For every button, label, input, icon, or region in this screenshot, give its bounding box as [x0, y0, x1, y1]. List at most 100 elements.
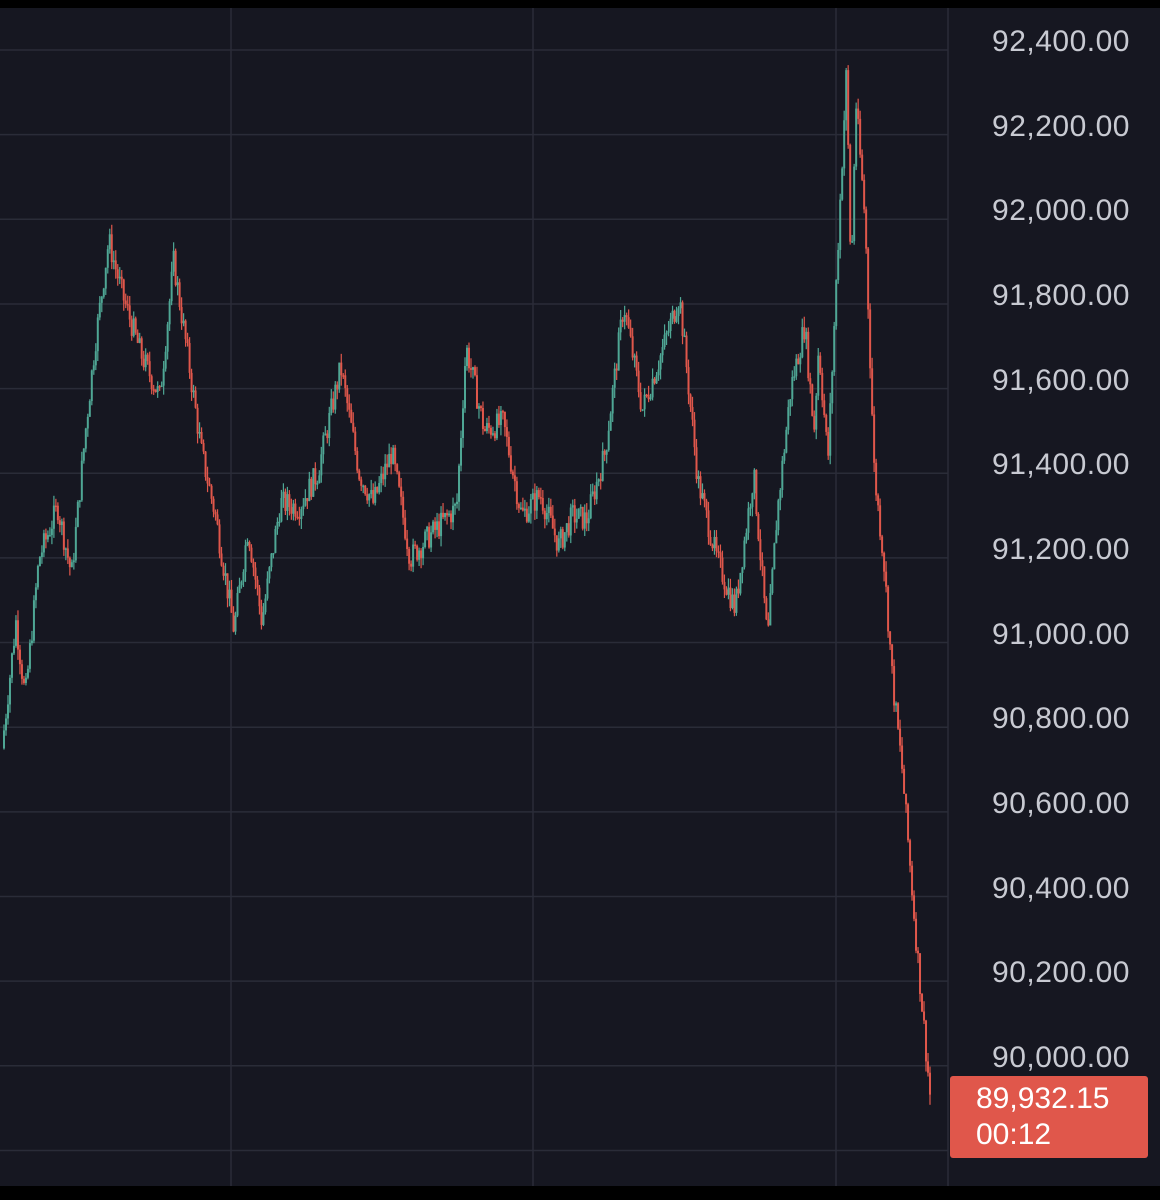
candle-body — [487, 423, 490, 428]
candle-body — [262, 612, 265, 625]
candle-body — [156, 386, 159, 393]
candle-body — [557, 538, 560, 551]
candle-body — [152, 389, 155, 391]
candle-body — [446, 513, 449, 516]
candle-body — [681, 302, 684, 336]
candle-body — [617, 332, 620, 371]
chart-panel[interactable]: 92,400.00 92,200.00 92,000.00 91,800.00 91,6… — [0, 8, 1160, 1186]
candle-body — [561, 529, 564, 548]
candle-body — [505, 427, 508, 437]
candle-body — [513, 475, 516, 482]
candle-body — [917, 950, 920, 954]
candle-body — [46, 535, 49, 540]
candle-body — [875, 462, 878, 496]
candle-body — [535, 490, 538, 511]
candle-body — [825, 415, 828, 432]
candle-body — [386, 463, 389, 468]
candle-body — [761, 560, 764, 567]
candle-body — [921, 994, 924, 1012]
candle-body — [454, 504, 457, 506]
candle-body — [911, 865, 914, 896]
candle-body — [503, 411, 506, 428]
candle-body — [120, 276, 123, 280]
candle-body — [312, 468, 315, 497]
candle-body — [296, 516, 299, 519]
candle-body — [70, 562, 73, 568]
candle-body — [915, 918, 918, 951]
candle-body — [555, 535, 558, 551]
candle-body — [595, 481, 598, 500]
candle-body — [507, 436, 510, 456]
candle-body — [551, 515, 554, 529]
candle-body — [465, 347, 468, 367]
candle-body — [396, 464, 399, 473]
candle-body — [252, 561, 255, 568]
candle-body — [420, 550, 423, 559]
candle-body — [206, 477, 209, 484]
candle-body — [138, 338, 141, 343]
candle-body — [867, 248, 870, 310]
candle-body — [923, 1011, 926, 1021]
candle-body — [781, 460, 784, 491]
candle-body — [272, 552, 275, 555]
candle-body — [72, 560, 75, 563]
candle-body — [176, 282, 179, 286]
candle-body — [32, 600, 35, 641]
candle-body — [134, 318, 137, 333]
candle-body — [354, 431, 357, 451]
candle-body — [701, 493, 704, 499]
candle-body — [475, 375, 478, 409]
price-tick-label: 91,800.00 — [992, 278, 1130, 312]
candle-body — [162, 368, 165, 386]
candle-body — [661, 347, 664, 356]
grid — [0, 8, 949, 1186]
candle-body — [893, 666, 896, 706]
candle-body — [188, 343, 191, 373]
candle-body — [98, 302, 101, 318]
candle-body — [491, 433, 494, 435]
candle-body — [675, 316, 678, 322]
candle-body — [929, 1072, 931, 1095]
candle-body — [605, 450, 608, 455]
candle-body — [559, 529, 562, 539]
candle-body — [593, 491, 596, 500]
candle-body — [733, 594, 736, 613]
candle-body — [719, 552, 722, 558]
candle-body — [356, 450, 359, 471]
candle-body — [729, 587, 732, 608]
candle-body — [384, 463, 387, 480]
candle-body — [140, 338, 143, 359]
candle-body — [599, 479, 602, 481]
candles — [2, 65, 931, 1105]
candle-body — [248, 541, 251, 548]
candle-body — [14, 620, 17, 646]
price-tick-label: 90,600.00 — [992, 786, 1130, 820]
candle-body — [426, 526, 429, 532]
candle-body — [671, 310, 674, 319]
candle-body — [192, 390, 195, 393]
price-tick-label: 90,400.00 — [992, 871, 1130, 905]
candle-body — [811, 384, 814, 416]
candle-body — [891, 644, 894, 667]
candle-body — [609, 413, 612, 431]
candle-body — [497, 413, 500, 425]
candlestick-chart[interactable] — [0, 8, 1160, 1186]
candle-body — [36, 566, 39, 588]
candle-body — [801, 327, 804, 358]
candle-body — [881, 536, 884, 553]
candle-body — [607, 430, 610, 451]
candle-body — [509, 455, 512, 472]
candle-body — [813, 415, 816, 430]
candle-body — [879, 505, 882, 537]
candle-body — [895, 703, 898, 706]
candle-body — [310, 478, 313, 497]
candle-body — [22, 678, 25, 683]
candle-body — [723, 581, 726, 590]
candle-body — [485, 423, 488, 432]
candle-body — [563, 532, 566, 548]
candle-body — [80, 460, 83, 501]
candle-body — [110, 234, 113, 263]
candle-body — [234, 615, 237, 632]
candle-body — [54, 505, 57, 508]
candle-body — [847, 70, 850, 145]
